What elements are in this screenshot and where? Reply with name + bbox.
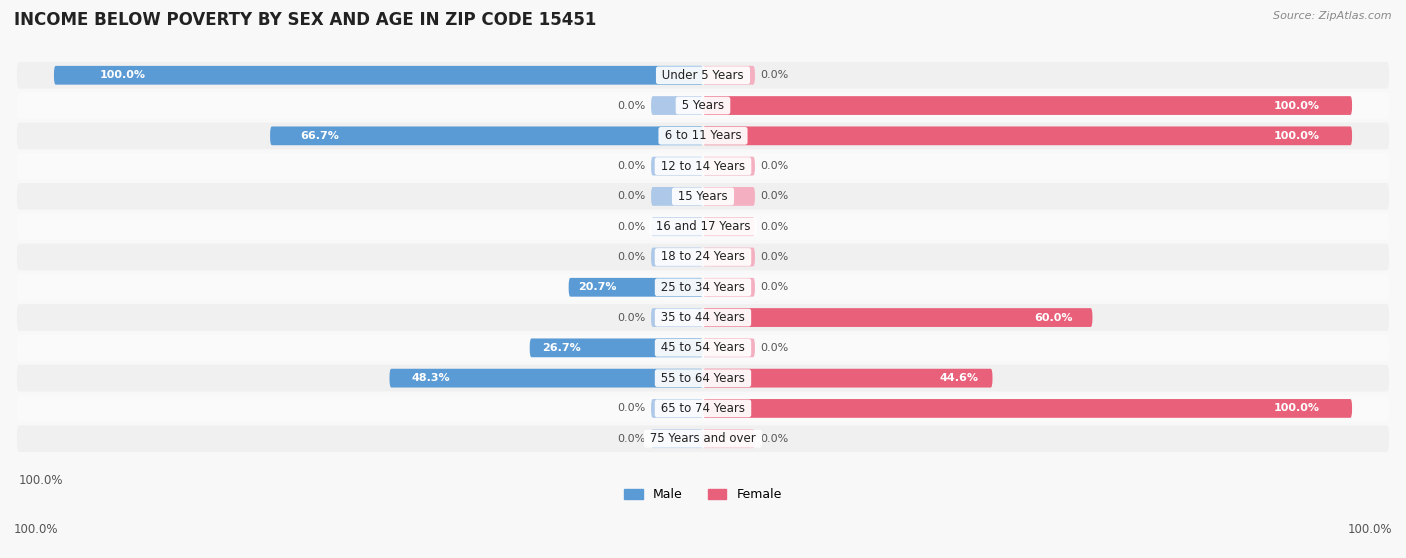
FancyBboxPatch shape <box>651 217 703 236</box>
FancyBboxPatch shape <box>651 399 703 418</box>
Text: Source: ZipAtlas.com: Source: ZipAtlas.com <box>1274 11 1392 21</box>
Text: 65 to 74 Years: 65 to 74 Years <box>657 402 749 415</box>
FancyBboxPatch shape <box>53 66 703 85</box>
Text: 0.0%: 0.0% <box>761 343 789 353</box>
Text: 0.0%: 0.0% <box>617 161 645 171</box>
Text: 0.0%: 0.0% <box>761 434 789 444</box>
FancyBboxPatch shape <box>703 429 755 448</box>
FancyBboxPatch shape <box>17 153 1389 180</box>
Text: 12 to 14 Years: 12 to 14 Years <box>657 160 749 172</box>
FancyBboxPatch shape <box>703 308 1092 327</box>
Text: 75 Years and over: 75 Years and over <box>647 432 759 445</box>
Text: 0.0%: 0.0% <box>761 282 789 292</box>
FancyBboxPatch shape <box>703 339 755 357</box>
FancyBboxPatch shape <box>17 62 1389 89</box>
FancyBboxPatch shape <box>17 183 1389 210</box>
FancyBboxPatch shape <box>703 399 1353 418</box>
FancyBboxPatch shape <box>703 127 1353 145</box>
Text: 16 and 17 Years: 16 and 17 Years <box>652 220 754 233</box>
Text: 0.0%: 0.0% <box>617 403 645 413</box>
FancyBboxPatch shape <box>651 96 703 115</box>
FancyBboxPatch shape <box>651 187 703 206</box>
Text: 0.0%: 0.0% <box>761 161 789 171</box>
FancyBboxPatch shape <box>568 278 703 297</box>
Text: 20.7%: 20.7% <box>578 282 617 292</box>
FancyBboxPatch shape <box>703 217 755 236</box>
Text: 0.0%: 0.0% <box>617 100 645 110</box>
FancyBboxPatch shape <box>530 339 703 357</box>
FancyBboxPatch shape <box>703 278 755 297</box>
Text: 15 Years: 15 Years <box>675 190 731 203</box>
FancyBboxPatch shape <box>17 123 1389 149</box>
Text: 100.0%: 100.0% <box>1347 523 1392 536</box>
Text: 6 to 11 Years: 6 to 11 Years <box>661 129 745 142</box>
Text: 0.0%: 0.0% <box>761 252 789 262</box>
FancyBboxPatch shape <box>651 308 703 327</box>
Text: 0.0%: 0.0% <box>617 191 645 201</box>
FancyBboxPatch shape <box>651 429 703 448</box>
Text: 100.0%: 100.0% <box>14 523 59 536</box>
Text: 60.0%: 60.0% <box>1035 312 1073 323</box>
FancyBboxPatch shape <box>17 395 1389 422</box>
FancyBboxPatch shape <box>703 248 755 266</box>
Legend: Male, Female: Male, Female <box>619 483 787 507</box>
Text: 26.7%: 26.7% <box>541 343 581 353</box>
Text: 25 to 34 Years: 25 to 34 Years <box>657 281 749 294</box>
Text: 100.0%: 100.0% <box>18 474 63 487</box>
FancyBboxPatch shape <box>17 335 1389 361</box>
FancyBboxPatch shape <box>17 92 1389 119</box>
FancyBboxPatch shape <box>17 213 1389 240</box>
FancyBboxPatch shape <box>703 96 1353 115</box>
Text: 45 to 54 Years: 45 to 54 Years <box>657 341 749 354</box>
Text: 66.7%: 66.7% <box>301 131 339 141</box>
FancyBboxPatch shape <box>703 66 755 85</box>
FancyBboxPatch shape <box>17 365 1389 392</box>
Text: 48.3%: 48.3% <box>412 373 450 383</box>
FancyBboxPatch shape <box>17 274 1389 301</box>
Text: 100.0%: 100.0% <box>1274 131 1320 141</box>
FancyBboxPatch shape <box>703 157 755 176</box>
Text: 18 to 24 Years: 18 to 24 Years <box>657 251 749 263</box>
Text: 0.0%: 0.0% <box>617 222 645 232</box>
Text: 0.0%: 0.0% <box>761 70 789 80</box>
Text: 35 to 44 Years: 35 to 44 Years <box>657 311 749 324</box>
Text: Under 5 Years: Under 5 Years <box>658 69 748 82</box>
FancyBboxPatch shape <box>389 369 703 387</box>
Text: 100.0%: 100.0% <box>1274 403 1320 413</box>
Text: 55 to 64 Years: 55 to 64 Years <box>657 372 749 384</box>
Text: 44.6%: 44.6% <box>939 373 979 383</box>
Text: 0.0%: 0.0% <box>761 222 789 232</box>
Text: 100.0%: 100.0% <box>100 70 145 80</box>
Text: INCOME BELOW POVERTY BY SEX AND AGE IN ZIP CODE 15451: INCOME BELOW POVERTY BY SEX AND AGE IN Z… <box>14 11 596 29</box>
Text: 0.0%: 0.0% <box>617 434 645 444</box>
FancyBboxPatch shape <box>651 157 703 176</box>
FancyBboxPatch shape <box>17 425 1389 452</box>
FancyBboxPatch shape <box>270 127 703 145</box>
Text: 5 Years: 5 Years <box>678 99 728 112</box>
FancyBboxPatch shape <box>703 369 993 387</box>
FancyBboxPatch shape <box>17 244 1389 270</box>
Text: 0.0%: 0.0% <box>617 252 645 262</box>
Text: 0.0%: 0.0% <box>617 312 645 323</box>
Text: 100.0%: 100.0% <box>1274 100 1320 110</box>
FancyBboxPatch shape <box>703 187 755 206</box>
FancyBboxPatch shape <box>17 304 1389 331</box>
Text: 0.0%: 0.0% <box>761 191 789 201</box>
FancyBboxPatch shape <box>651 248 703 266</box>
